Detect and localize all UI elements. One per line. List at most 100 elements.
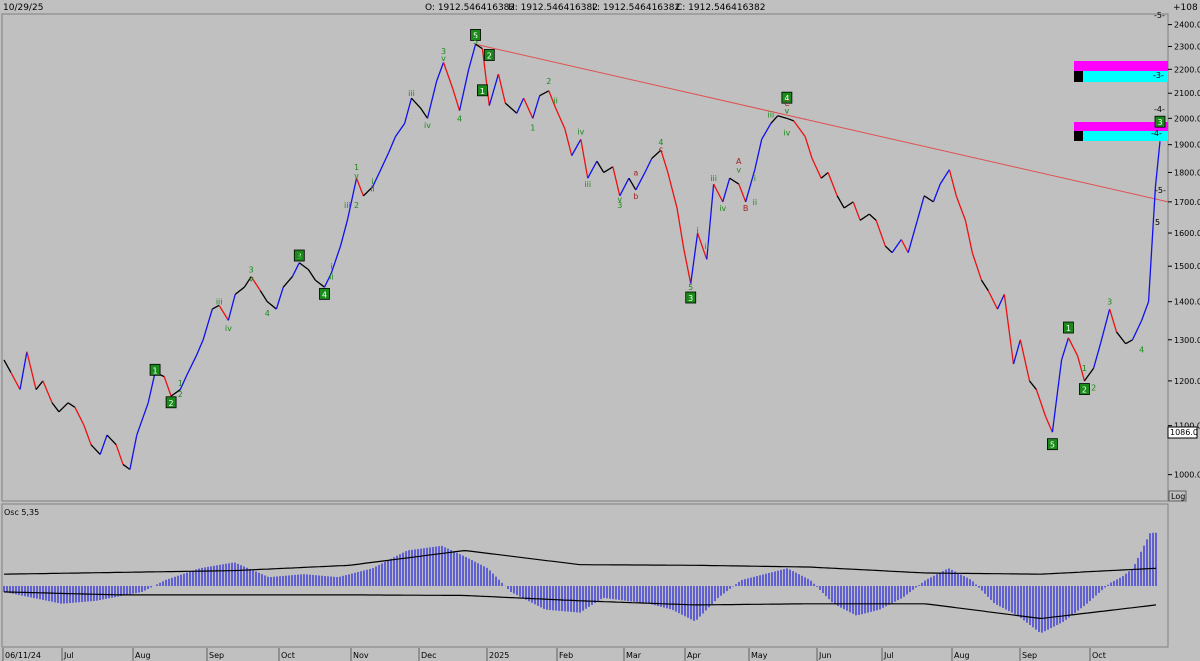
x-tick-label: Jun [818, 651, 832, 660]
price-segment [504, 102, 518, 114]
wave-label: 3 [441, 47, 446, 56]
price-segment [516, 97, 525, 114]
target-zone-magenta [1074, 61, 1168, 71]
wave-label: v [617, 195, 622, 204]
wave-label: ii [553, 97, 557, 106]
x-tick-label: Mar [626, 651, 642, 660]
price-panel [1, 13, 1169, 502]
price-segment [115, 444, 124, 465]
last-value-label: 1086.0 [1170, 428, 1198, 437]
price-segment [923, 195, 934, 203]
wave-box-label: 5 [1050, 441, 1055, 450]
price-segment [1076, 355, 1086, 382]
wave-label: v [441, 54, 446, 63]
price-segment [696, 232, 708, 260]
x-tick-label: Aug [135, 651, 151, 660]
wave-label: iii [710, 174, 717, 183]
price-segment [346, 178, 358, 221]
price-tick-label: 1500.00 [1174, 262, 1200, 271]
price-segment [291, 262, 300, 277]
wave-label: C [784, 99, 790, 108]
wave-box-label: 5 [473, 31, 478, 40]
price-tick-label: 2400.00 [1174, 21, 1200, 30]
wave-label: i [371, 177, 373, 186]
target-marker [1074, 131, 1083, 141]
wave-label: A [736, 157, 742, 166]
wave-label: v [249, 274, 254, 283]
header-high: H: 1912.546416382 [508, 3, 598, 13]
x-tick-label: Apr [687, 651, 702, 660]
header-open: O: 1912.546416382 [425, 3, 515, 13]
price-segment [468, 44, 477, 70]
price-segment [99, 434, 108, 455]
price-segment [266, 301, 277, 310]
price-segment [227, 294, 236, 321]
wave-label: 3 [617, 201, 622, 210]
price-segment [1035, 389, 1047, 417]
price-segment [996, 294, 1005, 310]
price-segment [932, 183, 941, 203]
price-tick-label: 1300.00 [1174, 336, 1200, 345]
wave-label: 1 [1082, 364, 1087, 373]
price-segment [26, 351, 37, 390]
wave-label: i [330, 262, 332, 271]
log-scale-button[interactable] [1168, 490, 1187, 502]
price-series [3, 43, 1161, 471]
target-marker [1074, 71, 1083, 82]
price-segment [426, 80, 438, 119]
x-tick-label: Oct [281, 651, 295, 660]
price-segment [362, 186, 373, 197]
price-tick-label: 1000.00 [1174, 471, 1200, 480]
price-segment [1115, 331, 1127, 345]
price-segment [660, 149, 669, 173]
x-axis: 06/11/24 Jul Aug Sep Oct Nov Dec 2025 Feb Mar Apr M… [2, 648, 1106, 661]
target-label: -4- [1151, 129, 1162, 138]
target-zone-cyan [1074, 131, 1168, 141]
x-axis-bar [0, 648, 1200, 661]
wave-box [781, 91, 793, 104]
price-segment [843, 201, 854, 209]
price-tick-label: 1600.00 [1174, 229, 1200, 238]
price-segment [548, 90, 557, 109]
last-value-box [1167, 426, 1198, 439]
price-segment [475, 43, 483, 50]
price-segment [955, 195, 967, 221]
x-tick-label: May [751, 651, 768, 660]
price-segment [339, 220, 348, 247]
wave-label: iii [768, 110, 775, 119]
wave-label: ii [705, 242, 709, 251]
wave-box [1063, 321, 1074, 334]
header-bar [0, 0, 1200, 13]
price-tick-label: 1400.00 [1174, 298, 1200, 307]
price-segment [1154, 141, 1161, 188]
price-segment [458, 69, 470, 111]
oscillator-upper-band [3, 549, 1157, 575]
x-tick-label: Aug [954, 651, 970, 660]
price-segment [1051, 359, 1063, 433]
wave-box [685, 291, 697, 304]
price-segment [619, 177, 630, 197]
oscillator-bars [3, 532, 1157, 633]
wave-box-label: 2 [169, 399, 174, 408]
x-tick-label: 2025 [489, 651, 509, 660]
wave-label: 2 [354, 201, 359, 210]
price-segment [170, 389, 181, 397]
price-segment [980, 279, 989, 292]
price-segment [394, 123, 406, 138]
price-segment [971, 252, 983, 281]
price-segment [19, 351, 28, 390]
header-corner-value: +108 [1173, 3, 1198, 13]
wave-label: 1 [178, 379, 183, 388]
price-tick-label: 1200.00 [1174, 377, 1200, 386]
price-segment [403, 97, 413, 124]
wave-label: 2 [1091, 383, 1096, 392]
wave-box-label: 1 [153, 366, 158, 375]
price-segment [667, 172, 678, 209]
wave-box-label: 4 [784, 94, 789, 103]
wave-label: b [633, 192, 638, 201]
price-segment [852, 201, 861, 221]
price-segment [106, 434, 117, 446]
price-segment [282, 276, 293, 288]
